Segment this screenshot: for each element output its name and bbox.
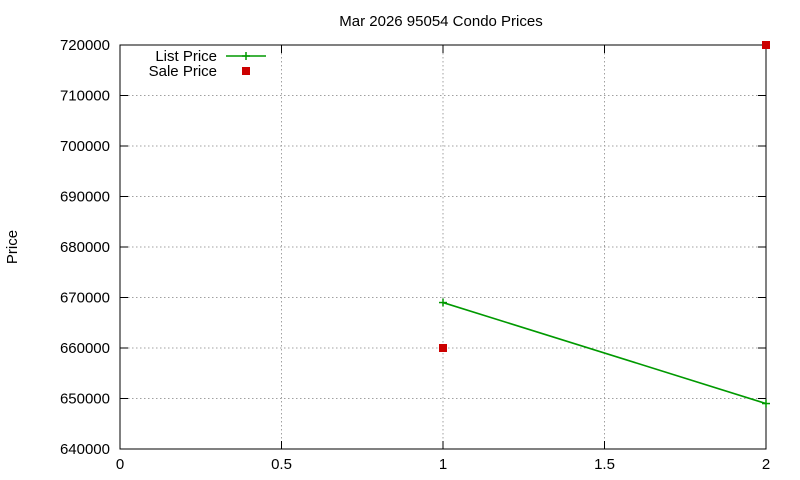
y-tick-label: 710000 [60,88,110,105]
legend-label-0: List Price [155,48,217,65]
y-tick-label: 640000 [60,441,110,458]
legend-label-1: Sale Price [149,63,217,80]
x-tick-label: 2 [762,456,770,473]
legend-square-marker [242,67,250,75]
x-tick-label: 1.5 [594,456,615,473]
y-tick-label: 670000 [60,290,110,307]
y-tick-label: 660000 [60,340,110,357]
x-tick-label: 0 [116,456,124,473]
y-tick-label: 680000 [60,239,110,256]
grid [120,45,766,449]
sale-price-point [762,41,770,49]
legend-plus-marker [242,52,250,60]
y-tick-label: 720000 [60,37,110,54]
series-1 [439,41,770,352]
series-layer [439,41,770,408]
y-tick-label: 700000 [60,138,110,155]
x-tick-label: 0.5 [271,456,292,473]
sale-price-point [439,344,447,352]
x-tick-label: 1 [439,456,447,473]
series-0 [439,298,770,408]
y-tick-label: 690000 [60,189,110,206]
chart-title: Mar 2026 95054 Condo Prices [339,13,542,30]
y-tick-label: 650000 [60,391,110,408]
list-price-line [442,301,767,405]
axis-ticks: 640000 650000 660000 670000 680000 690000 7000… [60,37,770,473]
list-price-point [762,399,770,408]
list-price-point [439,298,447,307]
y-axis-label: Price [4,230,21,264]
